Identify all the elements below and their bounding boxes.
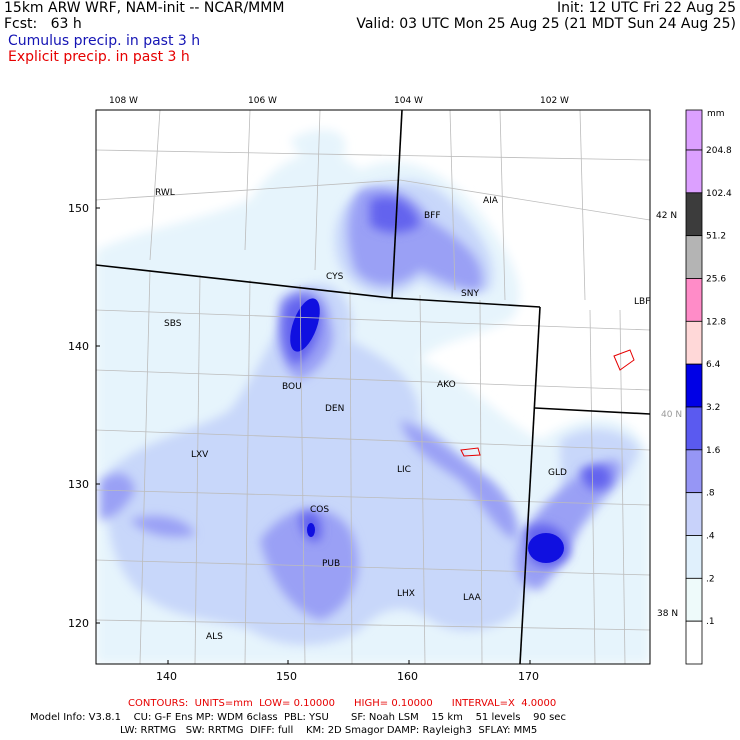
station-aia: AIA [483, 196, 499, 206]
station-ako: AKO [437, 380, 456, 390]
station-laa: LAA [463, 593, 482, 603]
colorbar-label: .1 [706, 617, 715, 627]
colorbar-box [685, 406, 703, 451]
colorbar-label: 1.6 [706, 446, 721, 456]
model-info: Model Info: V3.8.1 CU: G-F Ens MP: WDM 6… [30, 712, 566, 723]
lon-label-108: 108 W [109, 96, 138, 106]
contour-info: CONTOURS: UNITS=mm LOW= 0.10000 HIGH= 0.… [128, 698, 557, 709]
explicit-precip-label: Explicit precip. in past 3 h [8, 49, 190, 65]
colorbar-label: 102.4 [706, 189, 732, 199]
lon-label-102: 102 W [540, 96, 569, 106]
colorbar-box [685, 149, 703, 194]
station-sny: SNY [461, 289, 479, 299]
y-tick-120: 120 [68, 617, 89, 630]
intense-core-southeast [528, 533, 564, 563]
station-bou: BOU [282, 382, 302, 392]
state-borders [96, 110, 650, 664]
station-cys: CYS [326, 272, 344, 282]
y-tick-130: 130 [68, 478, 89, 491]
colorbar-label: 204.8 [706, 146, 732, 156]
station-als: ALS [206, 632, 223, 642]
x-tick-170: 170 [518, 670, 539, 683]
left-ticks [96, 207, 100, 624]
x-tick-160: 160 [397, 670, 418, 683]
colorbar-label: 6.4 [706, 360, 721, 370]
colorbar-box [685, 235, 703, 279]
station-lxv: LXV [191, 450, 209, 460]
lon-label-106: 106 W [248, 96, 277, 106]
colorbar-box [685, 449, 703, 494]
model-info-physics: LW: RRTMG SW: RRTMG DIFF: full KM: 2D Sm… [120, 725, 538, 736]
colorbar-label: .4 [706, 532, 715, 542]
station-lhx: LHX [397, 589, 415, 599]
colorbar-box [685, 278, 703, 322]
forecast-hour: Fcst: 63 h [4, 16, 82, 32]
colorbar-unit: mm [707, 109, 725, 119]
colorbar-label: .8 [706, 489, 715, 499]
x-tick-140: 140 [156, 670, 177, 683]
station-cos: COS [310, 505, 329, 515]
county-lines [96, 110, 650, 664]
station-lic: LIC [397, 465, 411, 475]
station-gld: GLD [548, 468, 567, 478]
colorbar-box [685, 192, 703, 237]
x-tick-150: 150 [276, 670, 297, 683]
y-tick-150: 150 [68, 202, 89, 215]
station-rwl: RWL [155, 188, 175, 198]
colorbar-label: 25.6 [706, 275, 726, 285]
lat-label-38: 38 N [657, 609, 678, 619]
station-lbf: LBF [634, 297, 650, 307]
colorbar: mm 204.8 102.4 51.2 25.6 12.8 6.4 3.2 1.6 .8 .4 .2… [685, 109, 732, 665]
station-labels: RWL BFF AIA CYS SNY LBF SBS BOU AKO DEN … [155, 188, 650, 642]
colorbar-label: .2 [706, 574, 715, 584]
y-tick-140: 140 [68, 340, 89, 353]
lon-label-104: 104 W [394, 96, 423, 106]
intense-core-north [290, 298, 320, 352]
colorbar-box [685, 620, 703, 665]
station-den: DEN [325, 404, 344, 414]
lat-label-42: 42 N [656, 211, 677, 221]
cumulus-precip-label: Cumulus precip. in past 3 h [8, 33, 201, 49]
station-bff: BFF [424, 211, 441, 221]
init-time: Init: 12 UTC Fri 22 Aug 25 [556, 0, 736, 16]
colorbar-box [685, 535, 703, 579]
colorbar-box [685, 320, 703, 365]
map-frame [95, 109, 651, 665]
colorbar-box [685, 492, 703, 536]
valid-time: Valid: 03 UTC Mon 25 Aug 25 (21 MDT Sun … [356, 16, 736, 32]
bottom-ticks [167, 660, 531, 664]
colorbar-top [685, 109, 703, 151]
model-title: 15km ARW WRF, NAM-init -- NCAR/MMM [4, 0, 285, 16]
colorbar-label: 51.2 [706, 232, 726, 242]
colorbar-box [685, 363, 703, 408]
colorbar-label: 12.8 [706, 317, 726, 327]
station-sbs: SBS [164, 319, 182, 329]
colorbar-box [685, 577, 703, 622]
precip-field [96, 110, 650, 664]
intense-core-cos [307, 523, 315, 537]
explicit-precip-contours [460, 349, 635, 457]
station-pub: PUB [322, 559, 340, 569]
lat-label-40: 40 N [661, 410, 682, 420]
colorbar-label: 3.2 [706, 403, 720, 413]
